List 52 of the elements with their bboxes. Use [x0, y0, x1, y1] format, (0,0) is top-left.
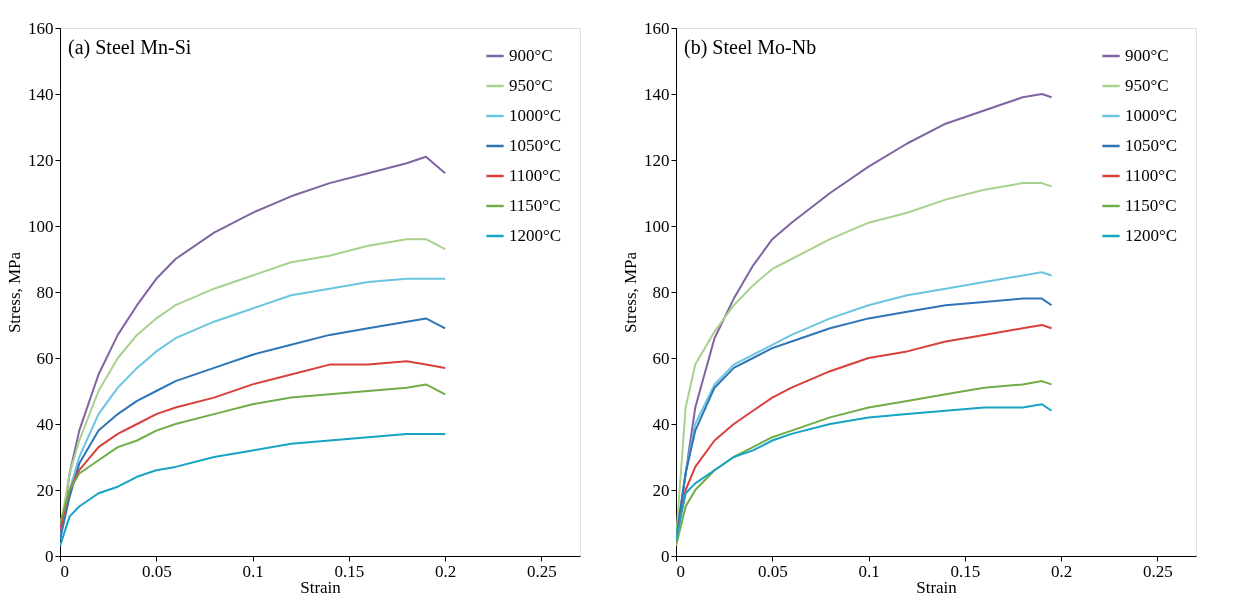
y-axis-title: Stress, MPa	[5, 251, 24, 334]
y-tick-label: 120	[644, 150, 670, 170]
legend-label: 1050°C	[1125, 136, 1178, 155]
legend-label: 1100°C	[1125, 166, 1177, 185]
line-series	[676, 380, 1053, 548]
x-tick-label: 0.25	[1143, 561, 1173, 581]
x-tick-label: 0.05	[141, 561, 172, 581]
x-tick-label: 0.05	[757, 561, 788, 581]
line-series	[676, 403, 1053, 541]
y-tick-label: 100	[28, 216, 54, 236]
legend-label: 1150°C	[1125, 196, 1177, 215]
y-tick-label: 60	[652, 348, 670, 368]
legend-label: 950°C	[1125, 76, 1169, 95]
legend-label: 950°C	[509, 76, 553, 95]
legend-label: 900°C	[1125, 46, 1169, 65]
x-tick-label: 0.2	[1051, 561, 1073, 581]
y-tick-label: 80	[652, 282, 670, 302]
y-tick-label: 160	[644, 18, 670, 38]
legend-label: 1150°C	[509, 196, 561, 215]
chart-title: (a) Steel Mn-Si	[68, 36, 192, 59]
y-tick-label: 140	[28, 84, 54, 104]
y-tick-label: 40	[652, 414, 670, 434]
y-tick-label: 0	[45, 546, 54, 566]
x-tick-label: 0.2	[435, 561, 457, 581]
y-tick-label: 80	[36, 282, 54, 302]
x-tick-label: 0	[676, 561, 685, 581]
x-tick-label: 0.25	[527, 561, 557, 581]
chart-title: (b) Steel Mo-Nb	[684, 36, 817, 59]
x-tick-label: 0.1	[858, 561, 880, 581]
line-series	[60, 317, 447, 541]
y-tick-label: 20	[652, 480, 670, 500]
y-tick-label: 0	[661, 546, 670, 566]
line-series	[60, 432, 447, 548]
x-tick-label: 0	[60, 561, 69, 581]
legend-label: 1000°C	[1125, 106, 1178, 125]
y-tick-label: 160	[28, 18, 54, 38]
legend-label: 1200°C	[509, 226, 562, 245]
y-axis-title: Stress, MPa	[621, 251, 640, 334]
y-tick-label: 60	[36, 348, 54, 368]
x-tick-label: 0.1	[242, 561, 264, 581]
legend-label: 900°C	[509, 46, 553, 65]
y-tick-label: 20	[36, 480, 54, 500]
legend-label: 1200°C	[1125, 226, 1178, 245]
y-tick-label: 140	[644, 84, 670, 104]
line-series	[60, 360, 447, 531]
y-tick-label: 40	[36, 414, 54, 434]
legend-label: 1100°C	[509, 166, 561, 185]
line-series	[60, 383, 447, 524]
y-tick-label: 100	[644, 216, 670, 236]
legend-label: 1050°C	[509, 136, 562, 155]
legend-label: 1000°C	[509, 106, 562, 125]
y-tick-label: 120	[28, 150, 54, 170]
